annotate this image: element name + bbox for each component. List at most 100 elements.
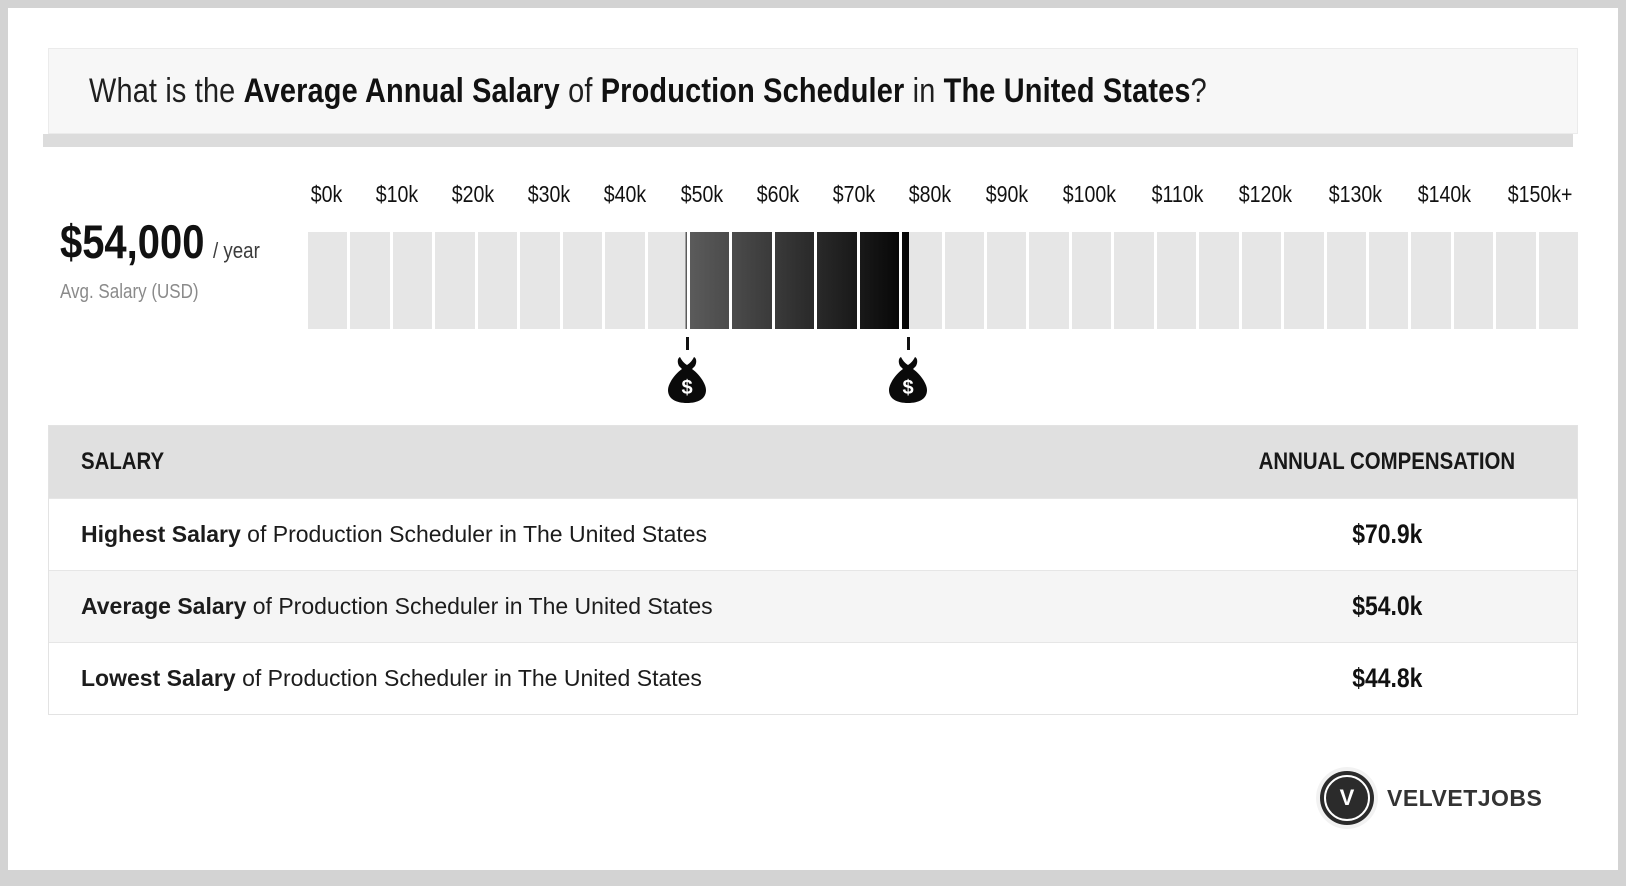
- column-header-salary: SALARY: [49, 448, 1197, 476]
- scale-cell: [732, 232, 772, 329]
- axis-tick-label: $90k: [982, 181, 1032, 208]
- scale-cell: [1453, 232, 1494, 329]
- scale-cell: [817, 232, 857, 329]
- axis-tick-label: $50k: [677, 181, 727, 208]
- money-bag-icon: $: [889, 357, 928, 403]
- axis-tick-label-text: $50k: [680, 181, 723, 207]
- axis-tick-label: $120k: [1234, 181, 1297, 208]
- marker-tick: [906, 337, 910, 350]
- row-value-text: $70.9k: [1351, 519, 1423, 549]
- title-average-annual-salary: Average Annual Salary: [243, 71, 560, 110]
- row-label-rest: of Production Scheduler in The United St…: [235, 665, 702, 691]
- table-header-row: SALARY ANNUAL COMPENSATION: [49, 426, 1577, 498]
- title-mid1: of: [559, 71, 601, 110]
- scale-cell: [774, 232, 815, 329]
- axis-tick-label: $0k: [308, 181, 345, 208]
- scale-cell: [944, 232, 984, 329]
- axis-tick-label-text: $110k: [1151, 181, 1204, 207]
- column-header-salary-text: SALARY: [81, 448, 165, 475]
- axis-tick-label-text: $100k: [1062, 181, 1117, 207]
- table-row: Lowest Salary of Production Scheduler in…: [49, 642, 1577, 714]
- table-row: Average Salary of Production Scheduler i…: [49, 570, 1577, 642]
- row-label: Lowest Salary of Production Scheduler in…: [49, 665, 1197, 692]
- table-body: Highest Salary of Production Scheduler i…: [49, 498, 1577, 714]
- axis-tick-label: $20k: [448, 181, 498, 208]
- scale-cell: [392, 232, 433, 329]
- logo-circle-icon: V: [1320, 771, 1374, 825]
- row-value: $70.9k: [1197, 519, 1577, 550]
- row-label-bold: Average Salary: [81, 593, 247, 619]
- scale-cell: [859, 232, 900, 329]
- axis-tick-label-text: $140k: [1417, 181, 1471, 207]
- scale-axis-labels: $0k $10k $20k $30k $40k $50k $60k $70k $80k $90k $…: [308, 180, 1578, 208]
- axis-tick-label: $10k: [372, 181, 422, 208]
- axis-tick-label-text: $40k: [604, 181, 647, 207]
- column-header-annual-compensation-text: ANNUAL COMPENSATION: [1258, 448, 1516, 475]
- svg-text:$: $: [903, 377, 914, 399]
- title-banner: What is the Average Annual Salary of Pro…: [48, 48, 1578, 134]
- axis-tick-label-text: $20k: [451, 181, 494, 207]
- scale-cell: [1411, 232, 1451, 329]
- axis-tick-label-text: $0k: [310, 181, 343, 207]
- axis-tick-label-text: $80k: [909, 181, 952, 207]
- page-title: What is the Average Annual Salary of Pro…: [89, 72, 1207, 111]
- scale-cell: [1156, 232, 1197, 329]
- axis-tick-label: $40k: [600, 181, 650, 208]
- scale-cell: [477, 232, 518, 329]
- scale-cell: [605, 232, 645, 329]
- scale-cell: [520, 232, 560, 329]
- stat-caption: Avg. Salary (USD): [60, 281, 310, 304]
- axis-tick-label: $150k+: [1502, 181, 1578, 208]
- scale-cell: [1199, 232, 1239, 329]
- axis-tick-label-text: $30k: [527, 181, 571, 207]
- scale-cell: [647, 232, 687, 329]
- row-label-rest: of Production Scheduler in The United St…: [246, 593, 713, 619]
- axis-tick-label: $140k: [1413, 181, 1476, 208]
- scale-bar: [308, 232, 1579, 329]
- row-label-bold: Highest Salary: [81, 521, 241, 547]
- title-mid2: in: [904, 71, 944, 110]
- scale-cell: [1496, 232, 1536, 329]
- stat-line: $54,000 / year: [60, 214, 260, 269]
- axis-tick-label: $30k: [524, 181, 574, 208]
- axis-tick-label-text: $60k: [756, 181, 800, 207]
- per-year-label: [206, 238, 211, 263]
- title-prefix: What is the: [89, 71, 244, 110]
- scale-cell: [1071, 232, 1112, 329]
- scale-cell: [562, 232, 603, 329]
- velvetjobs-logo[interactable]: V VELVETJOBS: [1320, 770, 1542, 826]
- title-job-name: Production Scheduler: [600, 71, 905, 110]
- average-salary-amount: $54,000: [60, 215, 205, 268]
- infographic-card: What is the Average Annual Salary of Pro…: [8, 8, 1618, 870]
- axis-tick-label: $70k: [829, 181, 879, 208]
- banner-shadow: [43, 134, 1573, 147]
- money-bag-icon: $: [668, 357, 707, 403]
- row-value: $54.0k: [1197, 591, 1577, 622]
- row-label-rest: of Production Scheduler in The United St…: [240, 521, 708, 547]
- scale-cell: [689, 232, 730, 329]
- svg-text:$: $: [682, 377, 693, 399]
- average-salary-stat: $54,000 / year Avg. Salary (USD): [60, 214, 310, 304]
- scale-cell: [435, 232, 475, 329]
- marker-tick: [685, 337, 689, 350]
- title-suffix: ?: [1190, 71, 1207, 110]
- scale-cell: [1538, 232, 1579, 329]
- axis-tick-label-text: $120k: [1239, 181, 1293, 207]
- per-year-text: / year: [213, 238, 260, 263]
- scale-cell: [1326, 232, 1366, 329]
- scale-cell: [1368, 232, 1409, 329]
- axis-tick-label: $80k: [905, 181, 955, 208]
- row-value-text: $54.0k: [1351, 591, 1423, 621]
- row-label: Highest Salary of Production Scheduler i…: [49, 521, 1197, 548]
- scale-cell: [1284, 232, 1324, 329]
- column-header-annual-compensation: ANNUAL COMPENSATION: [1197, 448, 1577, 476]
- axis-tick-label: $130k: [1324, 181, 1387, 208]
- scale-cell: [1241, 232, 1282, 329]
- axis-tick-label: $110k: [1147, 181, 1208, 208]
- axis-tick-label-text: $130k: [1328, 181, 1382, 207]
- row-value-text: $44.8k: [1351, 663, 1423, 693]
- stat-caption-text: Avg. Salary (USD): [60, 281, 199, 303]
- salary-scale: $0k $10k $20k $30k $40k $50k $60k $70k $80k $90k $…: [308, 180, 1579, 419]
- table-row: Highest Salary of Production Scheduler i…: [49, 498, 1577, 570]
- scale-cell: [902, 232, 942, 329]
